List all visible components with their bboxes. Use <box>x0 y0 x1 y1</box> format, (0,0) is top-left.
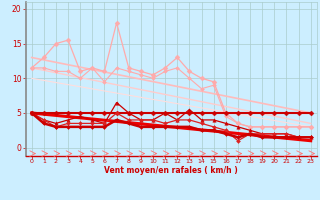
X-axis label: Vent moyen/en rafales ( km/h ): Vent moyen/en rafales ( km/h ) <box>104 166 238 175</box>
